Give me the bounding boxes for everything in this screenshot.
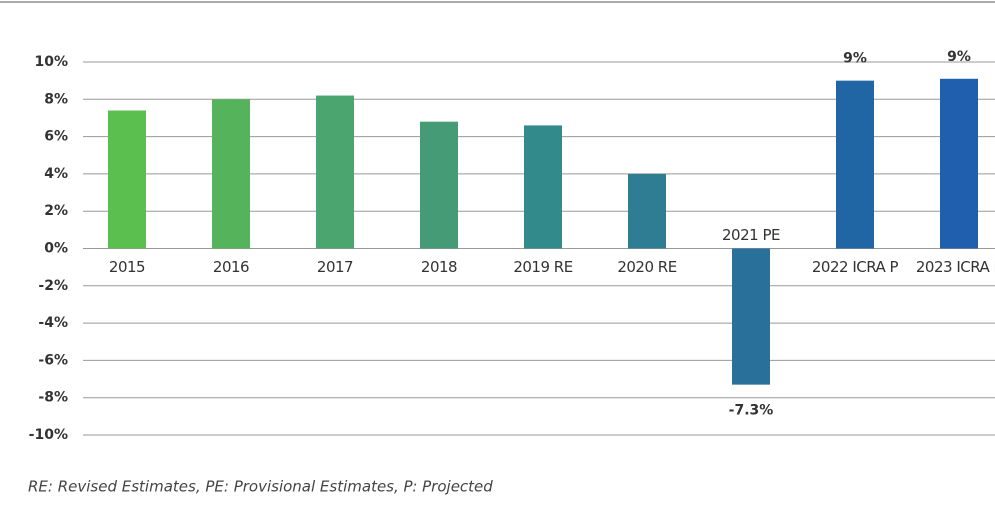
y-tick-label: -4% [38, 315, 68, 331]
y-tick-label: -2% [38, 278, 68, 294]
bar [836, 80, 874, 249]
data-label: 9% [947, 49, 971, 65]
y-tick-label: -10% [29, 427, 68, 443]
bar [108, 110, 146, 249]
y-tick-label: 0% [44, 241, 68, 257]
bar [940, 78, 978, 249]
y-tick-label: -8% [38, 390, 68, 406]
x-tick-label: 2019 RE [513, 258, 572, 276]
y-tick-label: 8% [44, 91, 68, 107]
bar [732, 248, 770, 385]
bar [212, 99, 250, 249]
x-tick-label: 2021 PE [722, 226, 780, 244]
x-tick-label: 2018 [421, 258, 457, 276]
y-tick-label: -6% [38, 352, 68, 368]
data-label: 9% [843, 51, 867, 67]
y-tick-label: 2% [44, 203, 68, 219]
x-tick-label: 2020 RE [617, 258, 676, 276]
x-tick-label: 2017 [317, 258, 353, 276]
bar [524, 125, 562, 249]
bar [628, 173, 666, 249]
bar [420, 121, 458, 249]
y-tick-label: 6% [44, 129, 68, 145]
x-tick-label: 2015 [109, 258, 145, 276]
x-tick-label: 2022 ICRA P [812, 258, 899, 276]
y-tick-label: 4% [44, 166, 68, 182]
x-tick-label: 2023 ICRA P [916, 258, 995, 276]
data-label: -7.3% [729, 403, 774, 419]
bar [316, 95, 354, 249]
footnote: RE: Revised Estimates, PE: Provisional E… [28, 478, 493, 496]
y-tick-label: 10% [34, 54, 68, 70]
x-tick-label: 2016 [213, 258, 249, 276]
